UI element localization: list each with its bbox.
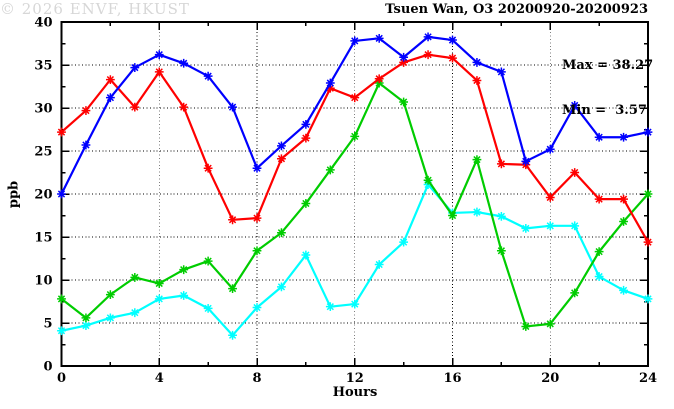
x-tick-label: 4 bbox=[155, 371, 164, 386]
x-axis-label: Hours bbox=[332, 385, 378, 400]
x-tick-label: 8 bbox=[252, 371, 261, 386]
series-green-line bbox=[60, 81, 649, 328]
y-tick-label: 35 bbox=[34, 59, 52, 74]
y-tick-label: 10 bbox=[34, 274, 52, 289]
x-tick-label: 12 bbox=[346, 371, 364, 386]
y-tick-label: 30 bbox=[34, 102, 52, 117]
x-tick-label: 20 bbox=[541, 371, 559, 386]
legend-max-line: Max = 38.27 bbox=[562, 58, 654, 73]
x-tick-label: 0 bbox=[57, 371, 66, 386]
legend: Max = 38.27 Min = 3.57 bbox=[562, 28, 653, 148]
series-cyan-markers bbox=[57, 180, 653, 340]
y-tick-label: 40 bbox=[34, 16, 52, 31]
series-blue-markers bbox=[57, 32, 653, 199]
y-tick-label: 5 bbox=[43, 317, 52, 332]
y-axis-label: ppb bbox=[6, 180, 22, 209]
legend-min-line: Min = 3.57 bbox=[562, 103, 647, 118]
y-tick-label: 20 bbox=[34, 188, 52, 203]
y-tick-label: 15 bbox=[34, 231, 52, 246]
y-tick-label: 0 bbox=[43, 360, 52, 375]
y-tick-label: 25 bbox=[34, 145, 52, 160]
x-tick-label: 24 bbox=[639, 371, 657, 386]
watermark: © 2026 ENVF, HKUST bbox=[0, 0, 190, 18]
x-tick-label: 16 bbox=[443, 371, 461, 386]
series-blue-line bbox=[60, 35, 649, 195]
chart-title: Tsuen Wan, O3 20200920-20200923 bbox=[385, 2, 648, 17]
